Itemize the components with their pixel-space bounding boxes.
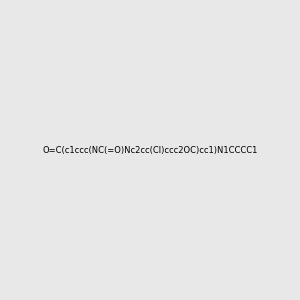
Text: O=C(c1ccc(NC(=O)Nc2cc(Cl)ccc2OC)cc1)N1CCCC1: O=C(c1ccc(NC(=O)Nc2cc(Cl)ccc2OC)cc1)N1CC… <box>42 146 258 154</box>
